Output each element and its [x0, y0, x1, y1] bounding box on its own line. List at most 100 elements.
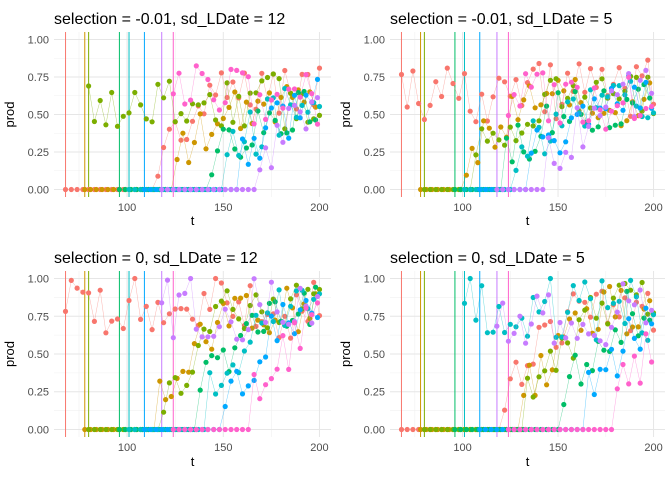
data-point — [492, 144, 498, 150]
data-point — [99, 186, 105, 193]
data-point — [164, 277, 171, 283]
data-point — [631, 302, 638, 308]
data-point — [209, 131, 215, 137]
data-point — [624, 118, 630, 124]
data-point — [230, 313, 236, 319]
data-point — [511, 426, 517, 433]
y-tick-label: 0.25 — [28, 387, 49, 399]
y-tick-label: 0.25 — [364, 387, 385, 399]
y-axis-label: prod — [2, 101, 17, 127]
data-point — [614, 92, 620, 98]
data-point — [138, 186, 144, 193]
data-point — [170, 91, 176, 97]
data-point — [239, 136, 246, 142]
data-point — [280, 139, 286, 145]
data-point — [211, 333, 217, 339]
data-point — [239, 70, 246, 76]
data-point — [62, 308, 69, 314]
panel-title: selection = 0, sd_LDate = 5 — [390, 250, 585, 267]
x-tick-label: 150 — [214, 202, 232, 214]
data-point — [649, 321, 655, 327]
data-point — [282, 85, 288, 92]
data-point — [601, 347, 607, 353]
data-point — [530, 118, 536, 124]
data-point — [303, 92, 309, 98]
data-point — [545, 292, 552, 298]
data-point — [574, 335, 580, 341]
y-tick-label: 0.00 — [364, 185, 385, 197]
data-point — [616, 314, 622, 320]
data-point — [645, 115, 651, 121]
data-point — [645, 57, 651, 63]
data-point — [511, 330, 517, 336]
data-point — [109, 318, 115, 324]
y-tick-label: 1.00 — [364, 274, 385, 286]
data-point — [551, 82, 557, 88]
data-point — [234, 67, 240, 73]
data-point — [309, 91, 315, 97]
data-point — [288, 303, 294, 309]
data-point — [572, 310, 578, 316]
data-point — [618, 339, 624, 345]
data-point — [452, 186, 458, 193]
data-point — [245, 74, 251, 80]
data-point — [620, 100, 626, 106]
data-point — [484, 138, 490, 144]
data-point — [164, 426, 171, 433]
data-point — [641, 315, 647, 321]
data-point — [195, 102, 201, 108]
data-point — [247, 109, 253, 115]
data-point — [216, 107, 222, 113]
data-point — [542, 91, 548, 97]
data-point — [524, 153, 531, 159]
data-point — [289, 127, 296, 133]
data-point — [563, 426, 569, 433]
data-point — [563, 335, 569, 341]
data-point — [205, 334, 211, 340]
data-point — [597, 366, 603, 372]
data-point — [568, 115, 575, 121]
data-point — [568, 320, 575, 326]
data-point — [305, 286, 311, 292]
data-point — [534, 186, 540, 193]
data-point — [189, 316, 196, 322]
data-point — [268, 97, 274, 103]
data-point — [268, 279, 274, 285]
data-point — [114, 316, 121, 322]
x-axis-label: t — [191, 454, 195, 469]
data-point — [631, 335, 638, 341]
data-point — [563, 139, 569, 145]
data-point — [209, 346, 215, 352]
data-point — [132, 89, 138, 96]
data-point — [418, 426, 424, 433]
x-axis-label: t — [526, 213, 530, 228]
data-point — [624, 288, 630, 294]
data-point — [316, 286, 323, 293]
data-point — [563, 149, 569, 155]
data-point — [542, 368, 548, 374]
data-point — [649, 103, 655, 110]
data-point — [230, 119, 236, 125]
data-point — [643, 79, 649, 85]
data-point — [116, 186, 122, 193]
data-point — [201, 290, 207, 297]
data-point — [232, 89, 238, 95]
data-point — [222, 426, 228, 433]
data-point — [517, 103, 523, 109]
data-point — [398, 71, 405, 78]
data-point — [143, 116, 149, 122]
data-point — [155, 299, 161, 305]
data-point — [241, 325, 247, 332]
data-point — [521, 392, 527, 398]
data-point — [274, 366, 280, 372]
data-point — [597, 107, 603, 113]
data-point — [314, 314, 321, 321]
data-point — [608, 108, 615, 114]
data-point — [207, 370, 213, 376]
data-point — [473, 152, 479, 158]
data-point — [593, 291, 599, 297]
data-point — [266, 330, 272, 336]
x-tick-label: 150 — [549, 202, 567, 214]
data-point — [213, 303, 219, 310]
data-point — [626, 71, 632, 77]
